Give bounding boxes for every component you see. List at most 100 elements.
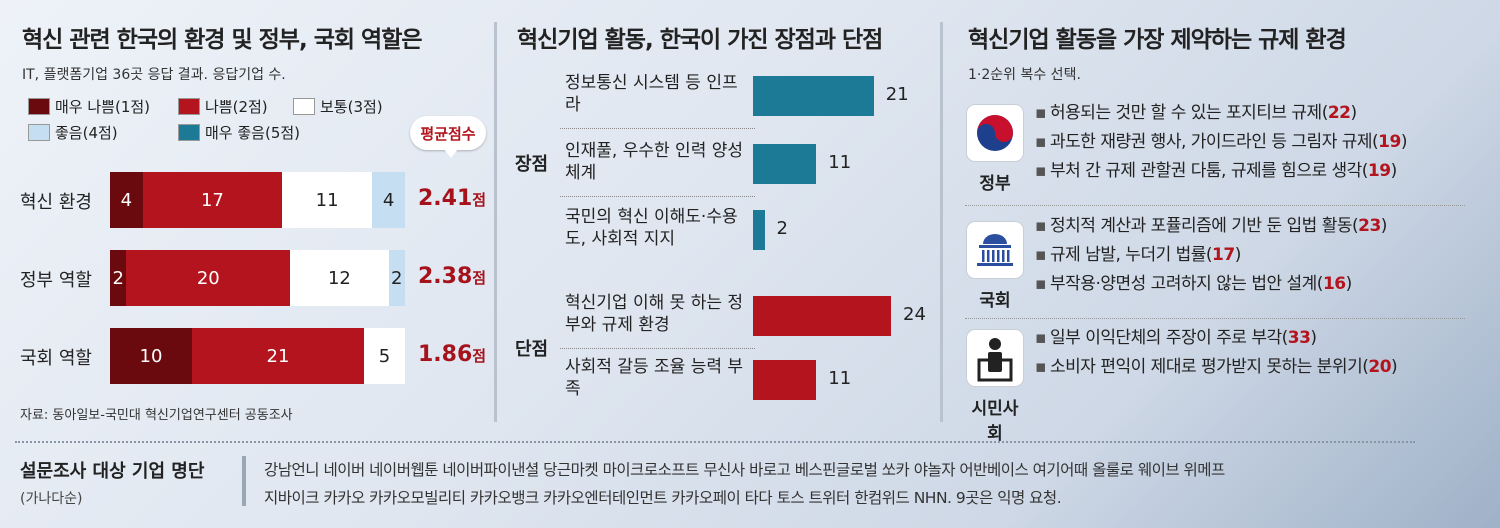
bar-segment: 2 (388, 250, 405, 306)
regulation-item: ▪ 일부 이익단체의 주장이 주로 부각(33) (1035, 324, 1397, 353)
bar-segment: 4 (110, 172, 143, 228)
item-count: 22 (1327, 103, 1351, 123)
paren: ) (1234, 245, 1242, 265)
category-name: 정부 (979, 174, 1011, 194)
legend-label: 좋음(4점) (55, 124, 118, 142)
bar-value: 2 (776, 218, 788, 239)
bar-segment: 17 (142, 172, 283, 228)
bullet-icon: ▪ (1035, 328, 1047, 348)
person-icon (967, 330, 1023, 386)
regulation-item: ▪ 부처 간 규제 관할권 다툼, 규제를 힘으로 생각(19) (1035, 157, 1407, 186)
item-text: 규제 남발, 누더기 법률 (1050, 245, 1206, 265)
bar-segment: 5 (364, 328, 405, 384)
item-text: 부작용·양면성 고려하지 않는 법안 설계 (1050, 274, 1317, 294)
item-text: 과도한 재량권 행사, 가이드라인 등 그림자 규제 (1050, 132, 1373, 152)
bar (753, 296, 891, 336)
legend-swatch (28, 98, 50, 115)
bullet-icon: ▪ (1035, 245, 1047, 265)
average-unit: 점 (472, 191, 487, 209)
avg-score-badge: 평균점수 (410, 116, 486, 158)
company-list: 강남언니 네이버 네이버웹툰 네이버파이낸셜 당근마켓 마이크로소프트 무신사 … (264, 456, 1225, 512)
legend-label: 매우 좋음(5점) (205, 124, 301, 142)
row-label: 정부 역할 (20, 270, 92, 291)
item-count: 33 (1287, 328, 1311, 348)
group-label: 단점 (515, 339, 549, 360)
bar (753, 76, 874, 116)
legend-item: 좋음(4점) (28, 122, 118, 143)
regulation-item: ▪ 허용되는 것만 할 수 있는 포지티브 규제(22) (1035, 99, 1407, 128)
category: 국회 (965, 222, 1025, 311)
average-score: 1.86점 (418, 342, 487, 367)
stacked-bar: 2 20 12 2 (110, 250, 405, 306)
bar-segment: 21 (191, 328, 365, 384)
item-count: 20 (1368, 357, 1392, 377)
paren: ( (1361, 161, 1369, 181)
item-text: 일부 이익단체의 주장이 주로 부각 (1050, 328, 1282, 348)
item-text: 소비자 편익이 제대로 평가받지 못하는 분위기 (1050, 357, 1363, 377)
paren: ( (1321, 103, 1329, 123)
bar-segment: 12 (290, 250, 389, 306)
row-divider (560, 128, 755, 129)
regulation-item: ▪ 과도한 재량권 행사, 가이드라인 등 그림자 규제(19) (1035, 128, 1407, 157)
legend-item: 나쁨(2점) (178, 96, 268, 117)
group-label: 장점 (515, 154, 549, 175)
stacked-bar: 4 17 11 4 (110, 172, 405, 228)
bar-segment: 20 (126, 250, 291, 306)
average-unit: 점 (472, 347, 487, 365)
legend-label: 나쁨(2점) (205, 98, 268, 116)
bar-value: 11 (828, 152, 852, 173)
bullet-icon: ▪ (1035, 132, 1047, 152)
row-label: 국회 역할 (20, 348, 92, 369)
row-divider (560, 196, 755, 197)
item-count: 16 (1322, 274, 1346, 294)
category-items: ▪ 허용되는 것만 할 수 있는 포지티브 규제(22) ▪ 과도한 재량권 행사, … (1035, 99, 1407, 186)
bar-label: 사회적 갈등 조율 능력 부족 (565, 357, 744, 399)
average-score: 2.41점 (418, 186, 487, 211)
item-count: 23 (1358, 216, 1381, 236)
panel3-subtitle: 1·2순위 복수 선택. (968, 67, 1081, 83)
company-list-line: 지바이크 카카오 카카오모빌리티 카카오뱅크 카카오엔터테인먼트 카카오페이 타… (264, 489, 1062, 507)
pros-cons-panel: 혁신기업 활동, 한국이 가진 장점과 단점 장점 정보통신 시스템 등 인프라 2… (505, 0, 935, 430)
bar-value: 24 (903, 304, 926, 325)
company-list-subtitle: (가나다순) (20, 491, 83, 507)
category: 정부 (965, 105, 1025, 194)
legend-label: 매우 나쁨(1점) (55, 98, 151, 116)
paren: ) (1310, 328, 1317, 348)
bullet-icon: ▪ (1035, 274, 1047, 294)
category-items: ▪ 일부 이익단체의 주장이 주로 부각(33) ▪ 소비자 편익이 제대로 평가받지… (1035, 324, 1398, 382)
bar (753, 360, 817, 400)
regulation-item: ▪ 부작용·양면성 고려하지 않는 법안 설계(16) (1035, 270, 1387, 299)
category-divider (965, 318, 1465, 319)
paren: ) (1400, 132, 1408, 152)
bullet-icon: ▪ (1035, 103, 1047, 123)
bar-label: 인재풀, 우수한 인력 양성 체계 (565, 141, 744, 183)
bar-segment: 10 (110, 328, 192, 384)
paren: ) (1350, 103, 1358, 123)
legend-swatch (28, 124, 50, 141)
paren: ) (1380, 216, 1388, 236)
legend-swatch (178, 98, 200, 115)
bar-value: 11 (828, 368, 852, 389)
paren: ( (1351, 216, 1359, 236)
legend-item: 매우 좋음(5점) (178, 122, 300, 143)
bar-segment: 11 (282, 172, 373, 228)
panel1-title: 혁신 관련 한국의 환경 및 정부, 국회 역할은 (22, 27, 423, 53)
evaluation-panel: 혁신 관련 한국의 환경 및 정부, 국회 역할은 IT, 플랫폼기업 36곳 … (0, 0, 490, 430)
paren: ( (1372, 132, 1379, 152)
legend-item: 매우 나쁨(1점) (28, 96, 150, 117)
row-label: 혁신 환경 (20, 192, 92, 213)
item-count: 19 (1367, 161, 1391, 181)
average-score: 2.38점 (418, 264, 487, 289)
panel1-subtitle: IT, 플랫폼기업 36곳 응답 결과. 응답기업 수. (22, 67, 286, 83)
bar-label: 국민의 혁신 이해도·수용도, 사회적 지지 (565, 207, 738, 249)
panel2-title: 혁신기업 활동, 한국이 가진 장점과 단점 (517, 27, 883, 53)
bar (753, 144, 817, 184)
paren: ( (1205, 245, 1213, 265)
legend-swatch (293, 98, 315, 115)
assembly-building-icon (967, 222, 1023, 278)
item-text: 부처 간 규제 관할권 다툼, 규제를 힘으로 생각 (1050, 161, 1362, 181)
category-name: 시민사회 (971, 399, 1019, 444)
taegeuk-icon (967, 105, 1023, 161)
paren: ) (1345, 274, 1353, 294)
category-divider (965, 205, 1465, 206)
